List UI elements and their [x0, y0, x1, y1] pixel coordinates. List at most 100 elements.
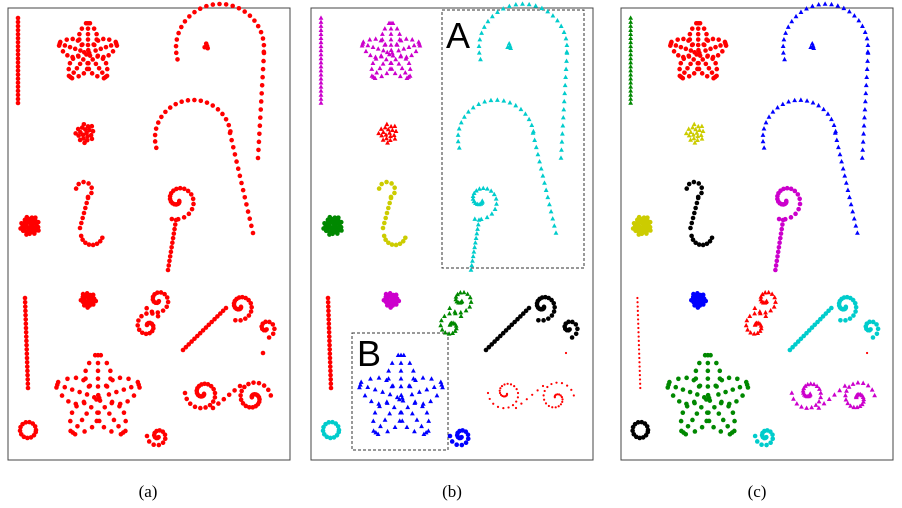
point	[371, 428, 376, 433]
point	[330, 419, 335, 425]
point	[382, 220, 387, 226]
point	[263, 319, 268, 325]
point	[628, 68, 634, 73]
point	[686, 53, 692, 59]
point	[872, 392, 878, 398]
point	[628, 88, 634, 93]
point	[171, 231, 177, 236]
point	[795, 339, 801, 344]
point	[457, 290, 463, 295]
point	[326, 321, 332, 327]
point	[847, 194, 852, 200]
point	[778, 235, 783, 241]
point	[852, 301, 858, 306]
point	[327, 342, 332, 348]
point	[718, 43, 723, 48]
point	[80, 215, 85, 221]
point	[424, 410, 430, 415]
point	[111, 417, 117, 423]
point	[832, 130, 838, 135]
point	[515, 316, 520, 322]
point	[470, 253, 476, 259]
point	[359, 43, 365, 48]
point	[15, 96, 21, 102]
point	[758, 323, 764, 328]
point	[628, 51, 634, 57]
point	[239, 180, 244, 186]
point	[410, 368, 416, 373]
point	[816, 102, 821, 108]
point	[328, 381, 334, 387]
point	[671, 49, 677, 54]
point	[560, 115, 566, 120]
point	[854, 404, 860, 410]
panel-caption: (a)	[139, 482, 158, 501]
point	[705, 38, 711, 43]
point	[637, 326, 640, 330]
point	[81, 210, 87, 216]
point	[383, 237, 388, 243]
point	[573, 331, 579, 337]
point	[498, 333, 503, 339]
point	[77, 225, 83, 231]
point	[24, 347, 30, 352]
point	[714, 66, 720, 72]
point	[533, 3, 539, 8]
point	[539, 5, 545, 11]
point	[15, 48, 21, 53]
point	[442, 330, 448, 335]
point	[357, 384, 362, 390]
point	[150, 311, 155, 316]
point	[716, 37, 721, 42]
point	[573, 322, 579, 327]
point	[160, 440, 166, 446]
point	[438, 379, 444, 384]
point	[506, 382, 509, 385]
point	[85, 134, 90, 139]
point	[735, 376, 740, 382]
point	[691, 291, 696, 297]
point	[170, 240, 175, 246]
point	[773, 299, 778, 304]
point	[205, 45, 211, 51]
point	[383, 132, 389, 137]
point	[816, 1, 822, 7]
point	[638, 369, 641, 372]
point	[630, 226, 636, 231]
point	[837, 151, 843, 157]
point	[826, 396, 832, 401]
point	[691, 179, 697, 185]
point	[852, 13, 857, 18]
point	[780, 217, 786, 223]
point	[388, 123, 394, 129]
point	[426, 418, 432, 423]
point	[270, 331, 276, 337]
point	[757, 310, 763, 316]
point	[215, 314, 220, 319]
point	[851, 404, 857, 410]
point	[692, 303, 697, 308]
point	[536, 317, 541, 323]
point	[808, 381, 814, 386]
point	[470, 104, 476, 110]
point	[80, 42, 85, 47]
point	[536, 389, 539, 392]
region-label: B	[357, 333, 381, 374]
point	[673, 384, 679, 390]
point	[572, 394, 575, 397]
point	[511, 404, 515, 407]
point	[853, 223, 859, 228]
panel-caption: (b)	[442, 482, 462, 501]
point	[84, 392, 90, 397]
point	[101, 54, 106, 60]
point	[760, 138, 766, 144]
point	[188, 192, 194, 197]
point	[810, 100, 816, 105]
point	[688, 61, 693, 67]
point	[88, 132, 94, 138]
point	[688, 225, 693, 231]
point	[711, 424, 716, 430]
point	[471, 190, 477, 196]
point	[15, 19, 21, 25]
point	[230, 144, 236, 150]
